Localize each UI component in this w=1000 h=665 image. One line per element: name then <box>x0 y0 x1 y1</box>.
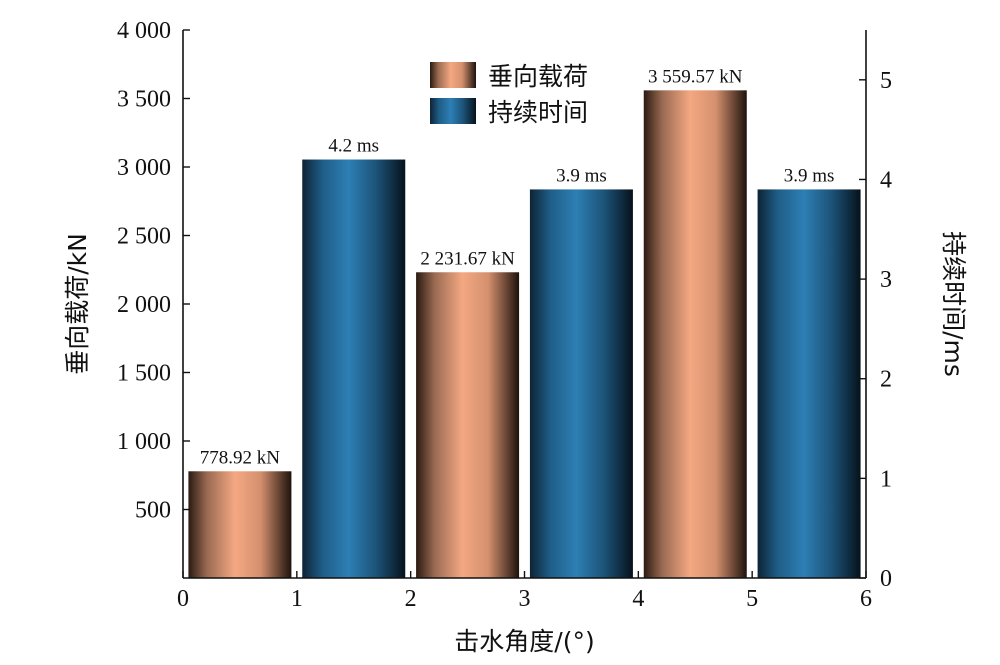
bar-duration-1[interactable] <box>529 189 633 578</box>
bar-load-2[interactable] <box>643 90 747 578</box>
y-left-tick-label-0: 500 <box>135 498 171 524</box>
y-right-tick-label-4: 4 <box>880 167 892 193</box>
data-label-duration-1: 3.9 ms <box>556 165 607 186</box>
y-left-tick-label-5: 3 000 <box>117 155 171 181</box>
y-left-tick-label-3: 2 000 <box>117 292 171 318</box>
y-axis-right-label: 持续时间/ms <box>939 231 968 377</box>
y-right-tick-label-3: 3 <box>880 267 892 293</box>
y-right-tick-label-2: 2 <box>880 367 892 393</box>
legend-swatch-duration <box>430 98 476 124</box>
legend-swatch-load <box>430 62 476 88</box>
y-axis-left-label: 垂向载荷/kN <box>63 233 92 375</box>
x-tick-label-0: 0 <box>177 586 189 612</box>
legend-label-load: 垂向载荷 <box>488 62 588 91</box>
x-tick-label-1: 1 <box>291 586 303 612</box>
bar-load-1[interactable] <box>416 272 520 578</box>
data-label-load-1: 2 231.67 kN <box>420 248 515 269</box>
bar-load-0[interactable] <box>188 471 292 578</box>
x-tick-label-3: 3 <box>519 586 531 612</box>
plot-area: 778.92 kN 2 231.67 kN 3 559.57 kN 4.2 ms 3.9… <box>63 18 968 656</box>
bar-duration-2[interactable] <box>757 189 861 578</box>
y-right-tick-label-1: 1 <box>880 466 892 492</box>
y-left-tick-label-7: 4 000 <box>117 18 171 44</box>
x-tick-label-2: 2 <box>405 586 417 612</box>
data-label-load-2: 3 559.57 kN <box>648 66 743 87</box>
y-right-tick-label-5: 5 <box>880 68 892 94</box>
data-label-duration-2: 3.9 ms <box>784 165 835 186</box>
y-left-tick-label-6: 3 500 <box>117 87 171 113</box>
y-left-tick-label-2: 1 500 <box>117 361 171 387</box>
y-right-tick-label-0: 0 <box>880 566 892 592</box>
x-tick-label-4: 4 <box>632 586 644 612</box>
y-left-tick-label-4: 2 500 <box>117 224 171 250</box>
data-label-load-0: 778.92 kN <box>200 447 281 468</box>
x-axis-label: 击水角度/(°) <box>454 627 594 656</box>
data-label-duration-0: 4.2 ms <box>328 136 379 157</box>
y-left-tick-label-1: 1 000 <box>117 429 171 455</box>
x-tick-label-5: 5 <box>746 586 758 612</box>
legend-label-duration: 持续时间 <box>488 98 588 127</box>
bar-duration-0[interactable] <box>302 159 406 578</box>
x-tick-label-6: 6 <box>860 586 872 612</box>
